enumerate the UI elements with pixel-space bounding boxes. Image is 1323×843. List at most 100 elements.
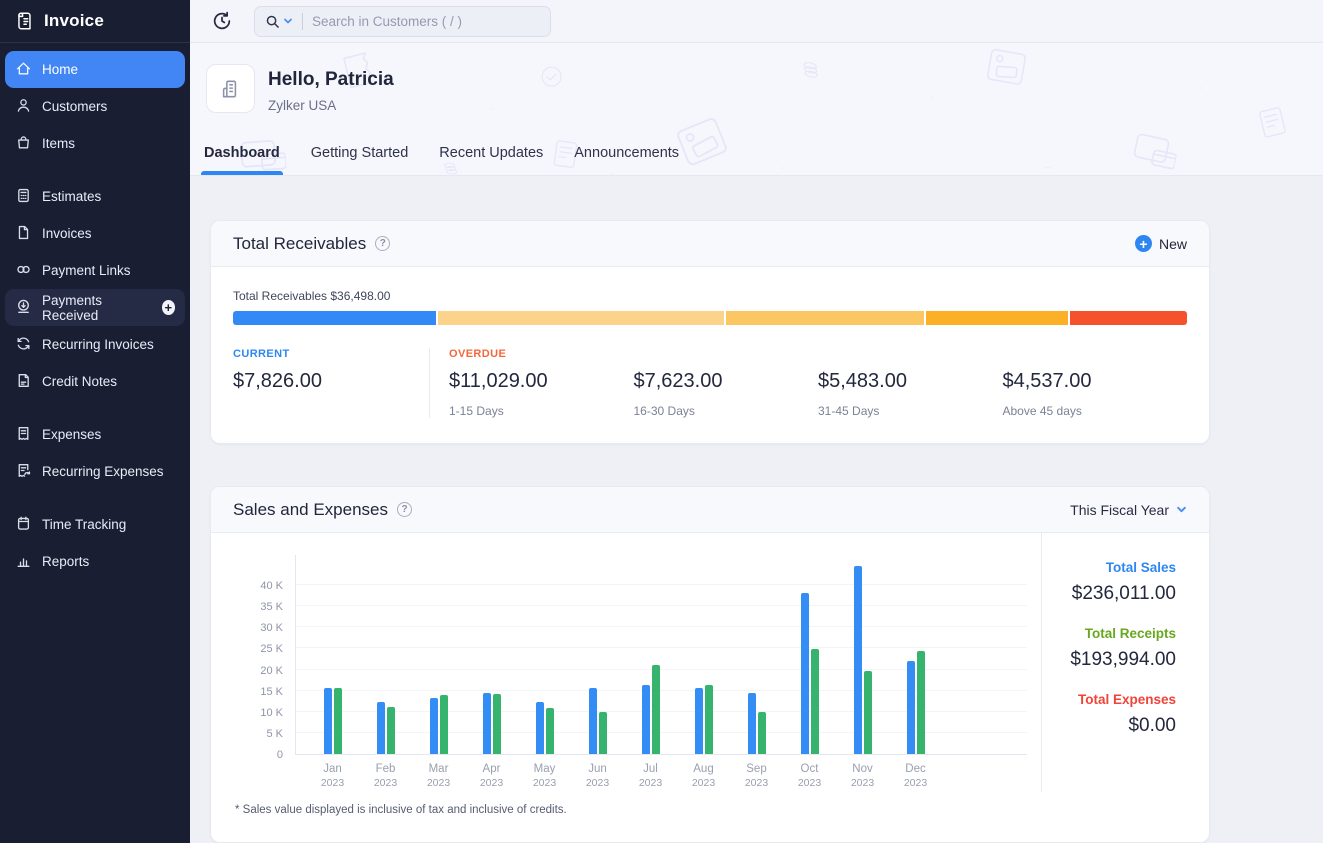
sidebar-item-time-tracking[interactable]: Time Tracking: [5, 506, 185, 543]
sidebar-item-recurring-expenses[interactable]: Recurring Expenses: [5, 453, 185, 490]
receipts-bar[interactable]: [334, 688, 342, 754]
plus-icon[interactable]: +: [162, 300, 175, 315]
overdue-receivables-block: OVERDUE $11,029.001-15 Days$7,623.0016-3…: [430, 348, 1187, 418]
summary-label: Total Expenses: [1042, 692, 1176, 707]
tab-announcements[interactable]: Announcements: [573, 145, 680, 175]
sales-bar[interactable]: [589, 688, 597, 754]
refresh-icon: [15, 335, 32, 355]
bucket-range: 31-45 Days: [818, 404, 1003, 418]
sidebar-item-reports[interactable]: Reports: [5, 543, 185, 580]
overdue-bucket-3: $5,483.0031-45 Days: [818, 360, 1003, 418]
total-receivables-header: Total Receivables ? + New: [211, 221, 1209, 267]
sales-bar[interactable]: [324, 688, 332, 754]
org-avatar[interactable]: [206, 64, 255, 113]
search-scope-chevron-icon[interactable]: [283, 16, 293, 26]
receipt-refresh-icon: [15, 462, 32, 482]
greeting-title: Hello, Patricia: [268, 69, 394, 91]
receipts-bar[interactable]: [811, 649, 819, 754]
fiscal-year-dropdown[interactable]: This Fiscal Year: [1070, 502, 1187, 518]
sidebar-item-customers[interactable]: Customers: [5, 88, 185, 125]
sidebar-item-credit-notes[interactable]: Credit Notes: [5, 363, 185, 400]
sidebar-item-label: Recurring Invoices: [42, 337, 154, 352]
sales-bar[interactable]: [377, 702, 385, 754]
bucket-amount: $4,537.00: [1003, 370, 1188, 393]
sidebar-item-items[interactable]: Items: [5, 125, 185, 162]
sales-expenses-title: Sales and Expenses: [233, 500, 388, 520]
receipts-bar[interactable]: [758, 712, 766, 754]
bar-group-jan: [306, 555, 359, 754]
receipts-bar[interactable]: [705, 685, 713, 754]
bar-group-feb: [359, 555, 412, 754]
doodle-card-icon: [1125, 127, 1181, 176]
new-button[interactable]: + New: [1135, 235, 1187, 252]
receipts-bar[interactable]: [652, 665, 660, 754]
link-icon: [15, 261, 32, 281]
bucket-amount: $11,029.00: [449, 370, 634, 393]
sidebar-item-label: Credit Notes: [42, 374, 117, 389]
sidebar-item-payment-links[interactable]: Payment Links: [5, 252, 185, 289]
sidebar-item-payments-received[interactable]: Payments Received+: [5, 289, 185, 326]
receivables-aging-bar: [233, 311, 1187, 325]
bar-group-jun: [571, 555, 624, 754]
sidebar-item-estimates[interactable]: Estimates: [5, 178, 185, 215]
x-tick-label: Feb2023: [359, 762, 412, 790]
bar-group-jul: [624, 555, 677, 754]
y-tick-label: 0: [277, 749, 283, 761]
doodle-dot-icon: [782, 163, 791, 176]
sales-bar[interactable]: [695, 688, 703, 754]
sidebar-item-recurring-invoices[interactable]: Recurring Invoices: [5, 326, 185, 363]
help-icon[interactable]: ?: [397, 502, 412, 517]
summary-label: Total Sales: [1042, 560, 1176, 575]
sales-expenses-card: Sales and Expenses ? This Fiscal Year 05…: [210, 486, 1210, 843]
current-receivables-block: CURRENT $7,826.00: [233, 348, 430, 418]
sales-bar[interactable]: [907, 661, 915, 754]
sales-bar[interactable]: [430, 698, 438, 754]
sidebar-item-expenses[interactable]: Expenses: [5, 416, 185, 453]
sales-bar[interactable]: [801, 593, 809, 754]
y-tick-label: 35 K: [260, 601, 283, 613]
x-tick-label: Sep2023: [730, 762, 783, 790]
clipboard-icon: [15, 515, 32, 535]
receipts-bar[interactable]: [599, 712, 607, 754]
x-tick-label: Oct2023: [783, 762, 836, 790]
bar-group-dec: [889, 555, 942, 754]
search-input[interactable]: [312, 14, 540, 29]
receipts-bar[interactable]: [493, 694, 501, 754]
org-name: Zylker USA: [268, 98, 394, 113]
sidebar-item-invoices[interactable]: Invoices: [5, 215, 185, 252]
recent-history-icon[interactable]: [211, 10, 233, 32]
receipts-bar[interactable]: [440, 695, 448, 754]
receipts-bar[interactable]: [864, 671, 872, 754]
sales-bar[interactable]: [536, 702, 544, 754]
x-tick-label: Mar2023: [412, 762, 465, 790]
plus-icon: +: [1135, 235, 1152, 252]
tab-dashboard[interactable]: Dashboard: [203, 145, 281, 175]
sidebar-item-label: Home: [42, 62, 78, 77]
credit-note-icon: [15, 372, 32, 392]
search-divider: [302, 13, 303, 30]
sales-bar[interactable]: [748, 693, 756, 754]
receipts-bar[interactable]: [387, 707, 395, 754]
person-icon: [15, 97, 32, 117]
sales-bar[interactable]: [854, 566, 862, 754]
sales-bar[interactable]: [483, 693, 491, 754]
sales-bar[interactable]: [642, 685, 650, 754]
global-search[interactable]: [254, 6, 551, 37]
sidebar-group: EstimatesInvoicesPayment LinksPayments R…: [5, 178, 185, 400]
receipts-bar[interactable]: [917, 651, 925, 754]
sidebar-group: Home CustomersItems: [5, 51, 185, 162]
receipts-bar[interactable]: [546, 708, 554, 754]
tab-getting-started[interactable]: Getting Started: [310, 145, 410, 175]
bucket-range: Above 45 days: [1003, 404, 1188, 418]
sidebar-item-home[interactable]: Home: [5, 51, 185, 88]
sales-footnote: * Sales value displayed is inclusive of …: [211, 792, 1209, 842]
aging-segment-overdue-above-45: [1070, 311, 1187, 325]
aging-segment-overdue-31-45: [926, 311, 1068, 325]
chart-summary-panel: Total Sales$236,011.00Total Receipts$193…: [1041, 533, 1209, 792]
sidebar-item-label: Expenses: [42, 427, 101, 442]
help-icon[interactable]: ?: [375, 236, 390, 251]
x-tick-label: Apr2023: [465, 762, 518, 790]
tab-recent-updates[interactable]: Recent Updates: [438, 145, 544, 175]
sidebar-group: Time TrackingReports: [5, 506, 185, 580]
bar-group-aug: [677, 555, 730, 754]
